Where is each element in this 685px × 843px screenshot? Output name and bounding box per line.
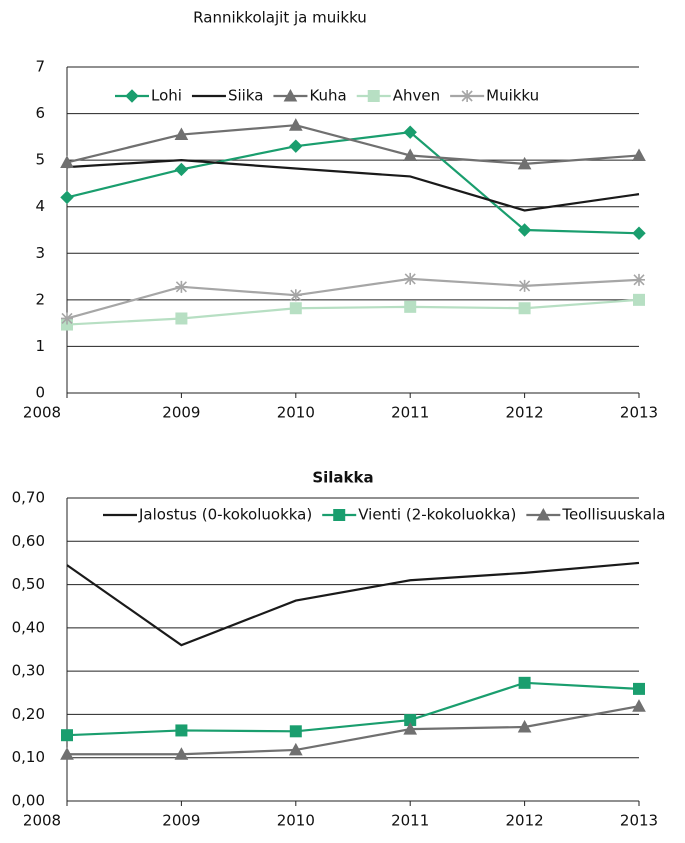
chart-title: Silakka <box>312 469 373 487</box>
series-line <box>66 131 640 235</box>
series-line <box>66 159 640 212</box>
point <box>175 280 188 293</box>
point <box>632 699 646 712</box>
legend-marker <box>367 90 380 102</box>
y-tick-label: 0,30 <box>12 662 45 680</box>
point <box>175 724 188 737</box>
point <box>60 747 74 760</box>
x-tick-label: 2010 <box>277 812 315 830</box>
legend-marker <box>333 509 346 521</box>
legend-label: Lohi <box>151 87 182 105</box>
point <box>404 272 417 285</box>
x-tick-label: 2009 <box>162 812 200 830</box>
chart-title: Rannikkolajit ja muikku <box>193 9 367 27</box>
legend-label: Kuha <box>309 87 346 105</box>
series-line <box>66 561 640 647</box>
point <box>633 682 645 695</box>
legend-label: Jalostus (0-kokoluokka) <box>138 506 312 524</box>
point <box>403 722 418 735</box>
point <box>403 148 418 161</box>
point <box>633 273 645 286</box>
legend-marker <box>125 89 139 103</box>
x-tick-label: 2008 <box>23 812 61 830</box>
series-line <box>66 124 640 165</box>
legend-label: Vienti (2-kokoluokka) <box>358 506 516 524</box>
point <box>60 155 74 168</box>
y-tick-label: 6 <box>35 104 45 122</box>
point <box>518 279 531 292</box>
y-tick-label: 5 <box>35 151 45 169</box>
x-tick-label: 2011 <box>391 812 429 830</box>
legend-marker <box>283 88 298 102</box>
legend-marker <box>461 90 474 102</box>
point <box>175 312 188 325</box>
y-tick-label: 0,10 <box>12 748 45 766</box>
y-tick-label: 0,40 <box>12 618 45 636</box>
point <box>517 719 532 733</box>
legend-label: Teollisuuskala <box>561 506 665 524</box>
x-tick-label: 2010 <box>277 404 315 422</box>
series-line <box>66 681 640 737</box>
point <box>518 676 531 689</box>
point <box>517 223 532 237</box>
point <box>289 289 302 302</box>
point <box>289 725 302 738</box>
legend-marker <box>536 507 551 521</box>
x-tick-label: 2013 <box>620 404 658 422</box>
point <box>404 300 417 313</box>
point <box>61 729 73 742</box>
point <box>288 742 303 756</box>
point <box>174 747 189 760</box>
point <box>61 312 73 325</box>
point <box>517 156 532 170</box>
y-tick-label: 0,00 <box>12 792 45 810</box>
point <box>289 302 302 315</box>
y-tick-label: 1 <box>35 337 45 355</box>
y-tick-label: 4 <box>35 197 45 215</box>
y-tick-label: 0,20 <box>12 705 45 723</box>
y-tick-label: 7 <box>35 58 45 76</box>
y-tick-label: 2 <box>35 290 45 308</box>
y-tick-label: 0,60 <box>12 532 45 550</box>
x-tick-label: 2009 <box>162 404 200 422</box>
point <box>288 118 303 131</box>
series-line <box>66 277 640 320</box>
series-line <box>66 298 640 326</box>
y-tick-label: 0,70 <box>12 489 45 507</box>
point <box>632 148 646 161</box>
point <box>633 293 645 306</box>
point <box>289 139 303 153</box>
x-tick-label: 2013 <box>620 812 658 830</box>
x-tick-label: 2008 <box>23 404 61 422</box>
point <box>518 302 531 315</box>
y-tick-label: 0,50 <box>12 575 45 593</box>
legend-label: Ahven <box>393 87 440 105</box>
legend-label: Muikku <box>486 87 539 105</box>
x-tick-label: 2012 <box>506 404 544 422</box>
point <box>60 190 74 205</box>
x-tick-label: 2012 <box>506 812 544 830</box>
point <box>174 162 189 177</box>
series-line <box>67 705 640 756</box>
y-tick-label: 3 <box>35 244 45 262</box>
point <box>174 127 189 141</box>
point <box>632 226 646 240</box>
y-tick-label: 0 <box>35 384 45 402</box>
legend-label: Siika <box>228 87 263 105</box>
x-tick-label: 2011 <box>391 404 429 422</box>
point <box>403 125 417 139</box>
